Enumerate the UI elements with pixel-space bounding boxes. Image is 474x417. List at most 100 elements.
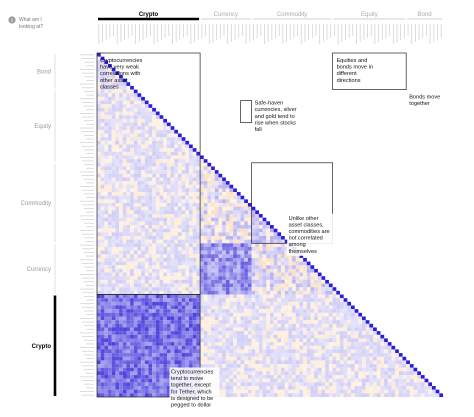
heatmap-cell[interactable] [152, 331, 156, 335]
heatmap-cell[interactable] [185, 316, 190, 321]
heatmap-cell[interactable] [122, 210, 127, 215]
heatmap-cell[interactable] [343, 338, 348, 343]
heatmap-cell[interactable] [292, 316, 296, 321]
heatmap-cell[interactable] [177, 199, 182, 204]
heatmap-cell[interactable] [122, 382, 127, 387]
heatmap-cell[interactable] [273, 389, 278, 394]
heatmap-cell[interactable] [148, 356, 153, 361]
heatmap-cell[interactable] [144, 203, 149, 207]
heatmap-cell[interactable] [163, 162, 167, 167]
heatmap-cell[interactable] [181, 287, 186, 291]
heatmap-cell[interactable] [104, 63, 109, 68]
heatmap-cell[interactable] [365, 327, 370, 332]
heatmap-cell[interactable] [144, 246, 149, 251]
heatmap-cell[interactable] [299, 268, 304, 273]
heatmap-cell[interactable] [189, 217, 193, 222]
heatmap-cell[interactable] [225, 320, 230, 324]
heatmap-cell[interactable] [292, 301, 296, 306]
heatmap-cell[interactable] [133, 96, 138, 101]
heatmap-cell[interactable] [196, 184, 201, 189]
heatmap-cell[interactable] [225, 290, 230, 295]
heatmap-cell[interactable] [177, 148, 182, 152]
heatmap-cell[interactable] [336, 378, 340, 383]
heatmap-cell[interactable] [130, 331, 134, 335]
heatmap-cell[interactable] [181, 298, 186, 302]
heatmap-cell[interactable] [277, 276, 282, 280]
heatmap-cell[interactable] [170, 360, 175, 365]
heatmap-cell[interactable] [104, 104, 109, 108]
heatmap-cell[interactable] [299, 393, 304, 398]
heatmap-cell[interactable] [339, 364, 344, 368]
heatmap-cell[interactable] [281, 290, 285, 295]
heatmap-cell[interactable] [350, 327, 355, 332]
heatmap-cell[interactable] [277, 331, 282, 335]
heatmap-cell[interactable] [137, 243, 142, 248]
heatmap-cell[interactable] [181, 353, 186, 357]
heatmap-cell[interactable] [177, 316, 182, 321]
heatmap-cell[interactable] [181, 170, 186, 174]
heatmap-cell[interactable] [292, 393, 296, 398]
heatmap-cell[interactable] [284, 294, 289, 299]
heatmap-cell[interactable] [126, 225, 131, 229]
heatmap-cell[interactable] [122, 159, 127, 163]
heatmap-cell[interactable] [108, 85, 112, 90]
heatmap-cell[interactable] [159, 206, 164, 211]
heatmap-cell[interactable] [266, 334, 271, 339]
heatmap-cell[interactable] [310, 342, 315, 346]
heatmap-cell[interactable] [130, 342, 134, 346]
heatmap-cell[interactable] [181, 301, 186, 306]
heatmap-cell[interactable] [211, 203, 215, 207]
heatmap-cell[interactable] [177, 232, 182, 237]
heatmap-cell[interactable] [152, 279, 156, 284]
heatmap-cell[interactable] [155, 246, 160, 251]
heatmap-cell[interactable] [240, 312, 245, 317]
heatmap-cell[interactable] [384, 364, 388, 368]
heatmap-cell[interactable] [391, 367, 396, 372]
heatmap-cell[interactable] [229, 232, 234, 237]
heatmap-cell[interactable] [115, 375, 120, 379]
heatmap-cell[interactable] [236, 312, 241, 317]
heatmap-cell[interactable] [133, 148, 138, 152]
heatmap-cell[interactable] [166, 356, 171, 361]
heatmap-cell[interactable] [321, 327, 326, 332]
heatmap-cell[interactable] [295, 342, 300, 346]
heatmap-cell[interactable] [236, 254, 241, 258]
heatmap-cell[interactable] [387, 382, 392, 387]
heatmap-cell[interactable] [97, 140, 101, 145]
heatmap-cell[interactable] [104, 210, 109, 215]
heatmap-cell[interactable] [100, 115, 105, 119]
heatmap-cell[interactable] [255, 214, 260, 218]
heatmap-cell[interactable] [196, 312, 201, 317]
heatmap-cell[interactable] [299, 257, 304, 262]
heatmap-cell[interactable] [299, 353, 304, 357]
heatmap-cell[interactable] [133, 155, 138, 160]
heatmap-cell[interactable] [214, 290, 219, 295]
heatmap-cell[interactable] [152, 129, 156, 134]
heatmap-cell[interactable] [137, 228, 142, 233]
heatmap-cell[interactable] [207, 327, 212, 332]
heatmap-cell[interactable] [350, 353, 355, 357]
heatmap-cell[interactable] [97, 166, 101, 171]
heatmap-cell[interactable] [126, 126, 131, 130]
heatmap-cell[interactable] [177, 257, 182, 262]
heatmap-cell[interactable] [258, 246, 263, 251]
heatmap-cell[interactable] [303, 353, 307, 357]
heatmap-cell[interactable] [144, 389, 149, 394]
heatmap-cell[interactable] [104, 378, 109, 383]
heatmap-cell[interactable] [218, 221, 223, 226]
heatmap-cell[interactable] [119, 382, 123, 387]
heatmap-cell[interactable] [299, 290, 304, 295]
heatmap-cell[interactable] [155, 268, 160, 273]
heatmap-cell[interactable] [225, 356, 230, 361]
heatmap-cell[interactable] [262, 342, 267, 346]
heatmap-cell[interactable] [111, 386, 116, 390]
heatmap-cell[interactable] [203, 360, 208, 365]
heatmap-cell[interactable] [218, 283, 223, 288]
heatmap-cell[interactable] [310, 360, 315, 365]
heatmap-cell[interactable] [108, 353, 112, 357]
heatmap-cell[interactable] [152, 214, 156, 218]
heatmap-cell[interactable] [163, 195, 167, 200]
heatmap-cell[interactable] [240, 195, 245, 200]
heatmap-cell[interactable] [115, 96, 120, 101]
heatmap-cell[interactable] [354, 389, 359, 394]
